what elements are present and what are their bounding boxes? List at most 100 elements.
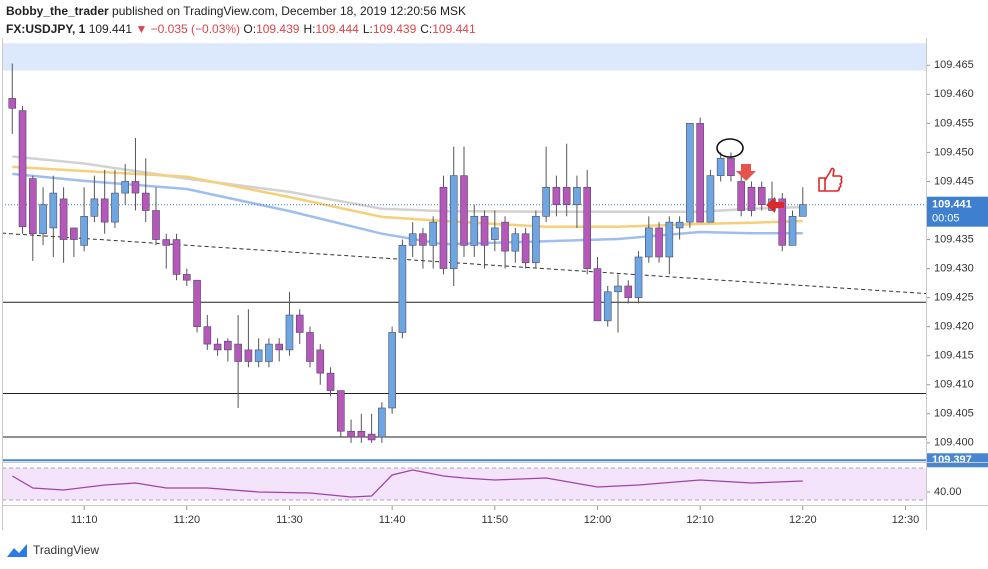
candle-body <box>183 274 191 281</box>
rsi-band <box>2 468 926 500</box>
candle-body <box>70 227 78 240</box>
y-tick-label: 109.460 <box>934 88 974 100</box>
candle-body <box>203 326 212 345</box>
candle-body <box>39 204 47 235</box>
logo: TradingView <box>7 543 99 557</box>
y-tick-label: 109.415 <box>934 350 974 362</box>
candle-body <box>306 332 314 362</box>
countdown: 00:05 <box>932 213 960 225</box>
header-line: Bobby_the_trader published on TradingVie… <box>6 4 466 18</box>
candle-body <box>254 349 263 362</box>
ohlc-value: 109.439 <box>373 22 417 36</box>
candle-body <box>336 390 345 432</box>
y-tick-label: 109.435 <box>934 233 974 245</box>
candle-body <box>8 98 17 109</box>
logo-icon <box>7 544 27 557</box>
candle-body <box>295 314 304 333</box>
y-tick-label: 109.430 <box>934 262 974 274</box>
candle-body <box>326 372 335 391</box>
x-tick-group: 12:10 <box>686 514 714 526</box>
ohlc-key: L: <box>363 22 373 36</box>
candle-body <box>593 268 602 322</box>
candle-body <box>696 123 704 223</box>
author: Bobby_the_trader <box>6 4 109 18</box>
arrow-down-icon <box>736 164 756 181</box>
candle-body <box>727 157 735 176</box>
candle-body <box>100 198 109 223</box>
candle-body <box>747 186 756 211</box>
ohlc-value: 109.441 <box>432 22 476 36</box>
x-tick-label: 11:20 <box>173 514 200 526</box>
y-tick-label: 109.425 <box>934 292 974 304</box>
candle-body <box>429 221 438 246</box>
price-pane <box>2 43 926 462</box>
rsi-pane <box>2 467 926 501</box>
x-tick-label: 12:30 <box>892 514 920 526</box>
candle-body <box>244 349 253 362</box>
ohlc-key: H: <box>303 22 315 36</box>
candle-body <box>398 245 407 333</box>
candle-body <box>131 181 140 194</box>
candle-body <box>388 332 396 409</box>
candle-body <box>121 181 129 194</box>
candle-body <box>80 216 88 246</box>
candle-body <box>511 233 520 252</box>
candle-body <box>788 216 797 246</box>
candle-body <box>490 227 499 240</box>
candle-body <box>521 233 530 264</box>
candle-body <box>665 221 674 258</box>
candle-body <box>28 178 37 235</box>
x-tick-label: 11:40 <box>379 514 406 526</box>
candle-body <box>347 430 355 438</box>
ohlc-key: C: <box>420 22 432 36</box>
candle-body <box>603 291 612 322</box>
candle-body <box>583 186 592 269</box>
candle-body <box>18 110 27 228</box>
change: ▼ −0.035 (−0.03%) <box>135 22 240 36</box>
candle-body <box>686 123 694 223</box>
candle-body <box>501 221 509 252</box>
candle-body <box>49 192 58 229</box>
candle-body <box>757 186 766 205</box>
candle-body <box>552 186 561 205</box>
symbol-line: FX:USDJPY, 1 109.441 ▼ −0.035 (−0.03%) O… <box>6 22 476 36</box>
x-tick-label: 11:10 <box>71 514 98 526</box>
candle-body <box>275 343 284 351</box>
thumbs-up-icon <box>818 167 843 192</box>
candle-body <box>655 227 663 258</box>
x-tick-label: 11:50 <box>481 514 508 526</box>
candle-body <box>419 233 427 246</box>
x-tick-group: 12:00 <box>584 514 612 526</box>
x-tick-label: 12:10 <box>686 514 714 526</box>
marked-level-tag <box>926 453 988 468</box>
x-tick-group: 11:10 <box>71 514 98 526</box>
candle-body <box>111 192 119 223</box>
candle-body <box>316 349 325 374</box>
candle-body <box>460 175 468 246</box>
x-tick-label: 12:00 <box>584 514 612 526</box>
x-tick-group: 12:30 <box>892 514 920 526</box>
y-tick-label: 109.450 <box>934 146 974 158</box>
x-tick-group: 11:50 <box>481 514 508 526</box>
annotations <box>716 138 843 213</box>
candle-body <box>213 343 222 351</box>
candle-body <box>624 285 633 298</box>
y-tick-label: 109.420 <box>934 321 974 333</box>
candle-body <box>573 186 581 205</box>
candle-body <box>152 210 160 240</box>
x-tick-group: 11:20 <box>173 514 200 526</box>
candle-body <box>141 192 150 211</box>
candle-body <box>285 314 294 351</box>
highlight-zone <box>2 43 926 71</box>
candle-body <box>367 433 376 441</box>
candle-body <box>480 216 489 246</box>
candle-body <box>675 221 684 229</box>
y-tick-label: 109.465 <box>934 59 974 71</box>
last-price-tag <box>926 196 988 227</box>
candle-body <box>706 175 715 223</box>
y-tick-label: 109.445 <box>934 175 974 187</box>
axes: 109.400 109.405 109.410 109.415 109.420 109.4… <box>71 59 988 526</box>
x-tick-group: 12:20 <box>789 514 817 526</box>
